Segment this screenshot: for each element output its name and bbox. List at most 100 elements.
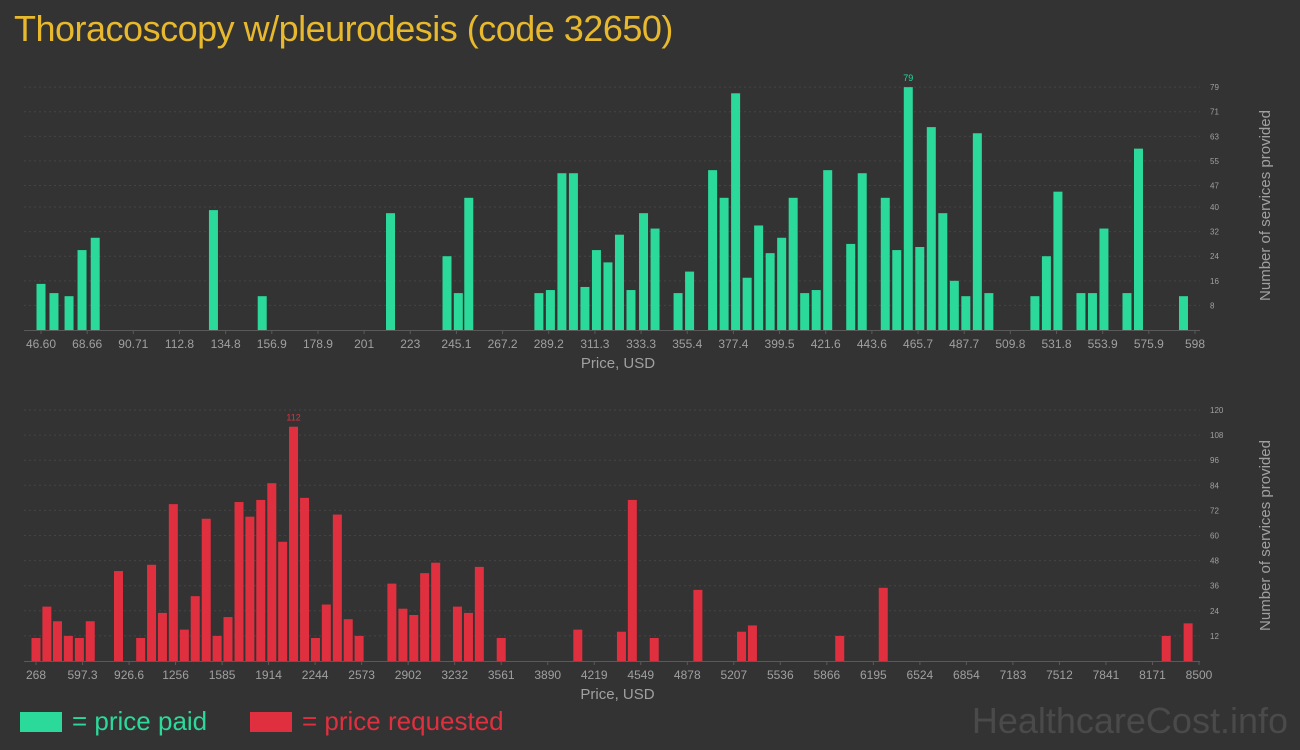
bar [257,296,267,330]
x-tick-label: 553.9 [1088,337,1118,351]
bar [42,606,52,661]
watermark: HealthcareCost.info [971,700,1288,741]
x-axis-title: Price, USD [581,355,655,372]
y-tick-label: 47 [1210,182,1219,191]
y-tick-label: 84 [1210,481,1219,490]
max-value-label: 79 [903,73,913,83]
legend-paid-label: = price paid [72,706,208,736]
x-tick-label: 2573 [348,668,375,682]
y-tick-label: 16 [1210,277,1219,286]
bar [85,621,95,661]
x-tick-label: 1914 [255,668,282,682]
bar [289,426,299,661]
bar [903,87,913,330]
x-tick-label: 4878 [674,668,701,682]
bar [463,612,473,661]
bar [31,637,41,661]
x-tick-label: 421.6 [811,337,841,351]
x-tick-label: 1256 [162,668,189,682]
x-tick-label: 201 [354,337,374,351]
bar [673,293,683,330]
x-tick-label: 46.60 [26,337,56,351]
y-tick-label: 63 [1210,132,1219,141]
bar [754,225,764,330]
x-tick-label: 268 [26,668,46,682]
y-tick-label: 48 [1210,557,1219,566]
bar [77,250,87,330]
bar [208,210,218,330]
y-tick-label: 120 [1210,406,1224,415]
y-tick-label: 72 [1210,506,1219,515]
x-tick-label: 487.7 [949,337,979,351]
bar [915,247,925,330]
x-tick-label: 5536 [767,668,794,682]
x-tick-label: 597.3 [68,668,98,682]
x-tick-label: 311.3 [580,337,609,351]
bar [300,497,310,661]
x-tick-label: 5866 [813,668,840,682]
x-tick-label: 267.2 [488,337,518,351]
bar [452,606,462,661]
bar [649,637,659,661]
bar [168,504,178,661]
bar [453,293,463,330]
bar [765,253,775,330]
x-tick-label: 6524 [907,668,934,682]
x-tick-label: 2244 [302,668,329,682]
bar [474,566,484,661]
bar [1076,293,1086,330]
x-tick-label: 7183 [1000,668,1027,682]
bar [823,170,833,330]
bar [857,173,867,330]
bar [878,587,888,661]
x-tick-label: 531.8 [1042,337,1072,351]
bar [420,573,430,661]
bar [409,614,419,661]
bar [386,213,396,330]
price-requested-chart: 12 24 36 48 60 72 84 96 108 120 268 597.3 926.6 1256 1… [24,406,1274,703]
bar [1183,623,1193,661]
bar [398,608,408,661]
y-tick-label: 108 [1210,431,1224,440]
bar [190,596,200,661]
bar [1133,148,1143,330]
bar [464,197,474,330]
bar [737,631,747,661]
bar [614,234,624,330]
bar [731,93,741,330]
x-axis-title: Price, USD [580,686,654,703]
legend-requested-swatch [250,711,292,732]
bar [1053,191,1063,330]
bar [949,280,959,330]
x-tick-label: 333.3 [626,337,656,351]
bar [343,619,353,661]
y-tick-label: 36 [1210,582,1219,591]
bar [49,293,59,330]
x-tick-label: 399.5 [765,337,795,351]
bar [568,173,578,330]
x-tick-label: 3890 [534,668,561,682]
bar [52,621,62,661]
bar [580,286,590,330]
bar [245,516,255,661]
y-tick-label: 12 [1210,632,1219,641]
legend-paid: = price paid [20,706,207,737]
bar [788,197,798,330]
bar [1178,296,1188,330]
legend-requested: = price requested [250,706,504,737]
x-tick-label: 7841 [1093,668,1120,682]
x-tick-label: 223 [400,337,420,351]
bar [685,271,695,330]
y-tick-label: 32 [1210,228,1219,237]
x-tick-label: 465.7 [903,337,933,351]
price-paid-chart: 8 16 24 32 40 47 55 63 71 79 46.60 68.66 90.71 112.8 1… [24,73,1274,372]
bar [136,637,146,661]
x-tick-label: 4549 [627,668,654,682]
bar [693,589,703,661]
x-tick-label: 3561 [488,668,515,682]
bar [892,250,902,330]
bar [1099,228,1109,330]
bar [616,631,626,661]
bar [719,197,729,330]
y-axis-title: Number of services provided [1257,440,1274,631]
